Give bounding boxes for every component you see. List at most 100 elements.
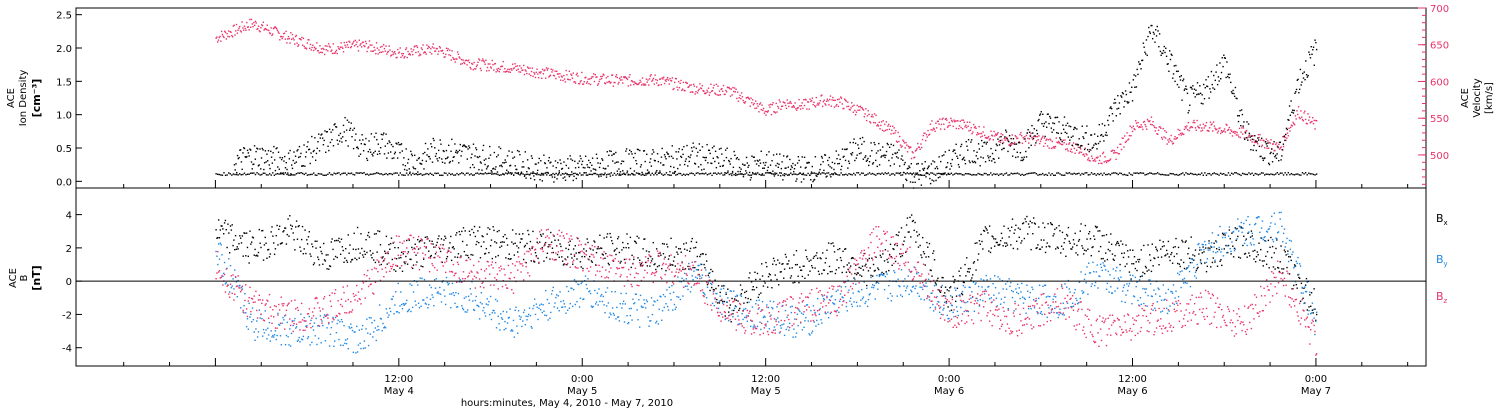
density-floor-point xyxy=(1267,173,1269,175)
density-floor-point xyxy=(1281,172,1283,174)
density-floor-point xyxy=(837,174,839,176)
b-bx-point xyxy=(966,257,968,259)
density-point xyxy=(894,152,896,154)
b-bx-point xyxy=(617,236,620,238)
density-point xyxy=(267,160,269,162)
density-point xyxy=(437,160,439,162)
density-point xyxy=(858,147,860,150)
density-point xyxy=(727,170,729,172)
b-by-point xyxy=(363,340,366,342)
b-bx-point xyxy=(248,262,250,264)
b-bx-point xyxy=(639,264,642,266)
velocity-point xyxy=(1157,129,1160,132)
velocity-point xyxy=(1254,141,1256,144)
b-by-point xyxy=(218,258,221,260)
density-point xyxy=(676,167,679,170)
b-by-point xyxy=(323,314,326,316)
density-floor-point xyxy=(730,173,732,175)
velocity-point xyxy=(865,119,868,122)
b-bx-point xyxy=(483,241,485,243)
density-floor-point xyxy=(615,174,617,176)
density-point xyxy=(480,162,482,164)
density-point xyxy=(677,151,680,153)
b-bx-point xyxy=(667,258,670,260)
density-floor-point xyxy=(594,172,597,175)
density-point xyxy=(970,141,972,143)
velocity-point xyxy=(663,76,665,78)
b-bx-point xyxy=(782,262,784,265)
velocity-point xyxy=(1025,134,1028,137)
density-floor-point xyxy=(484,172,487,174)
velocity-point xyxy=(297,45,299,47)
b-by-point xyxy=(365,328,367,330)
density-point xyxy=(976,151,978,153)
density-point xyxy=(297,149,299,151)
density-point xyxy=(492,167,495,170)
density-point xyxy=(599,162,602,165)
b-bx-point xyxy=(1058,224,1060,227)
velocity-point xyxy=(915,149,917,151)
velocity-point xyxy=(218,36,220,39)
b-bx-point xyxy=(1110,243,1113,246)
density-point xyxy=(1271,161,1274,163)
b-bx-point xyxy=(912,219,915,222)
velocity-point xyxy=(291,33,294,36)
density-floor-point xyxy=(308,174,310,176)
density-floor-point xyxy=(240,174,242,176)
density-point xyxy=(339,132,342,135)
b-bx-point xyxy=(373,233,376,235)
density-point xyxy=(661,147,663,150)
b-bx-point xyxy=(757,296,760,299)
density-floor-point xyxy=(916,173,918,175)
density-point xyxy=(431,146,433,148)
b-bx-point xyxy=(840,259,843,262)
velocity-point xyxy=(1098,159,1101,162)
b-bx-point xyxy=(571,257,573,259)
density-point xyxy=(1236,97,1238,100)
density-point xyxy=(844,159,847,162)
density-point xyxy=(1175,64,1177,67)
velocity-point xyxy=(755,100,757,102)
density-point xyxy=(789,168,792,171)
velocity-point xyxy=(938,123,940,125)
velocity-point xyxy=(1265,138,1267,140)
velocity-point xyxy=(718,90,721,92)
density-floor-point xyxy=(845,173,847,175)
density-point xyxy=(655,171,657,173)
velocity-point xyxy=(815,96,818,99)
density-point xyxy=(1155,35,1158,37)
density-point xyxy=(376,138,378,141)
density-point xyxy=(1107,119,1109,122)
b-bx-point xyxy=(1200,262,1203,265)
density-point xyxy=(564,176,566,178)
b-bx-point xyxy=(790,275,793,277)
b-by-point xyxy=(328,345,331,347)
velocity-point xyxy=(474,68,476,70)
b-bx-point xyxy=(744,296,747,299)
b-by-point xyxy=(377,325,379,328)
density-point xyxy=(642,150,645,152)
velocity-point xyxy=(1081,145,1083,147)
b-bx-point xyxy=(1169,259,1171,262)
density-point xyxy=(1016,151,1018,153)
density-point xyxy=(1018,141,1021,144)
b-bx-point xyxy=(1270,236,1272,239)
velocity-point xyxy=(1006,140,1009,142)
velocity-point xyxy=(364,40,367,43)
b-bx-point xyxy=(475,243,477,246)
b-bx-point xyxy=(477,230,479,232)
density-point xyxy=(817,173,820,175)
b-bx-point xyxy=(439,247,441,250)
density-floor-point xyxy=(454,174,457,176)
density-point xyxy=(864,156,866,159)
b-bx-point xyxy=(1008,236,1010,238)
density-floor-point xyxy=(645,172,647,175)
density-point xyxy=(1115,115,1117,117)
density-point xyxy=(312,150,315,153)
b-bx-point xyxy=(677,247,680,250)
velocity-point xyxy=(1103,161,1105,163)
b-bx-point xyxy=(301,225,304,228)
density-point xyxy=(756,159,759,162)
velocity-point xyxy=(813,101,815,104)
b-bx-point xyxy=(424,236,427,239)
